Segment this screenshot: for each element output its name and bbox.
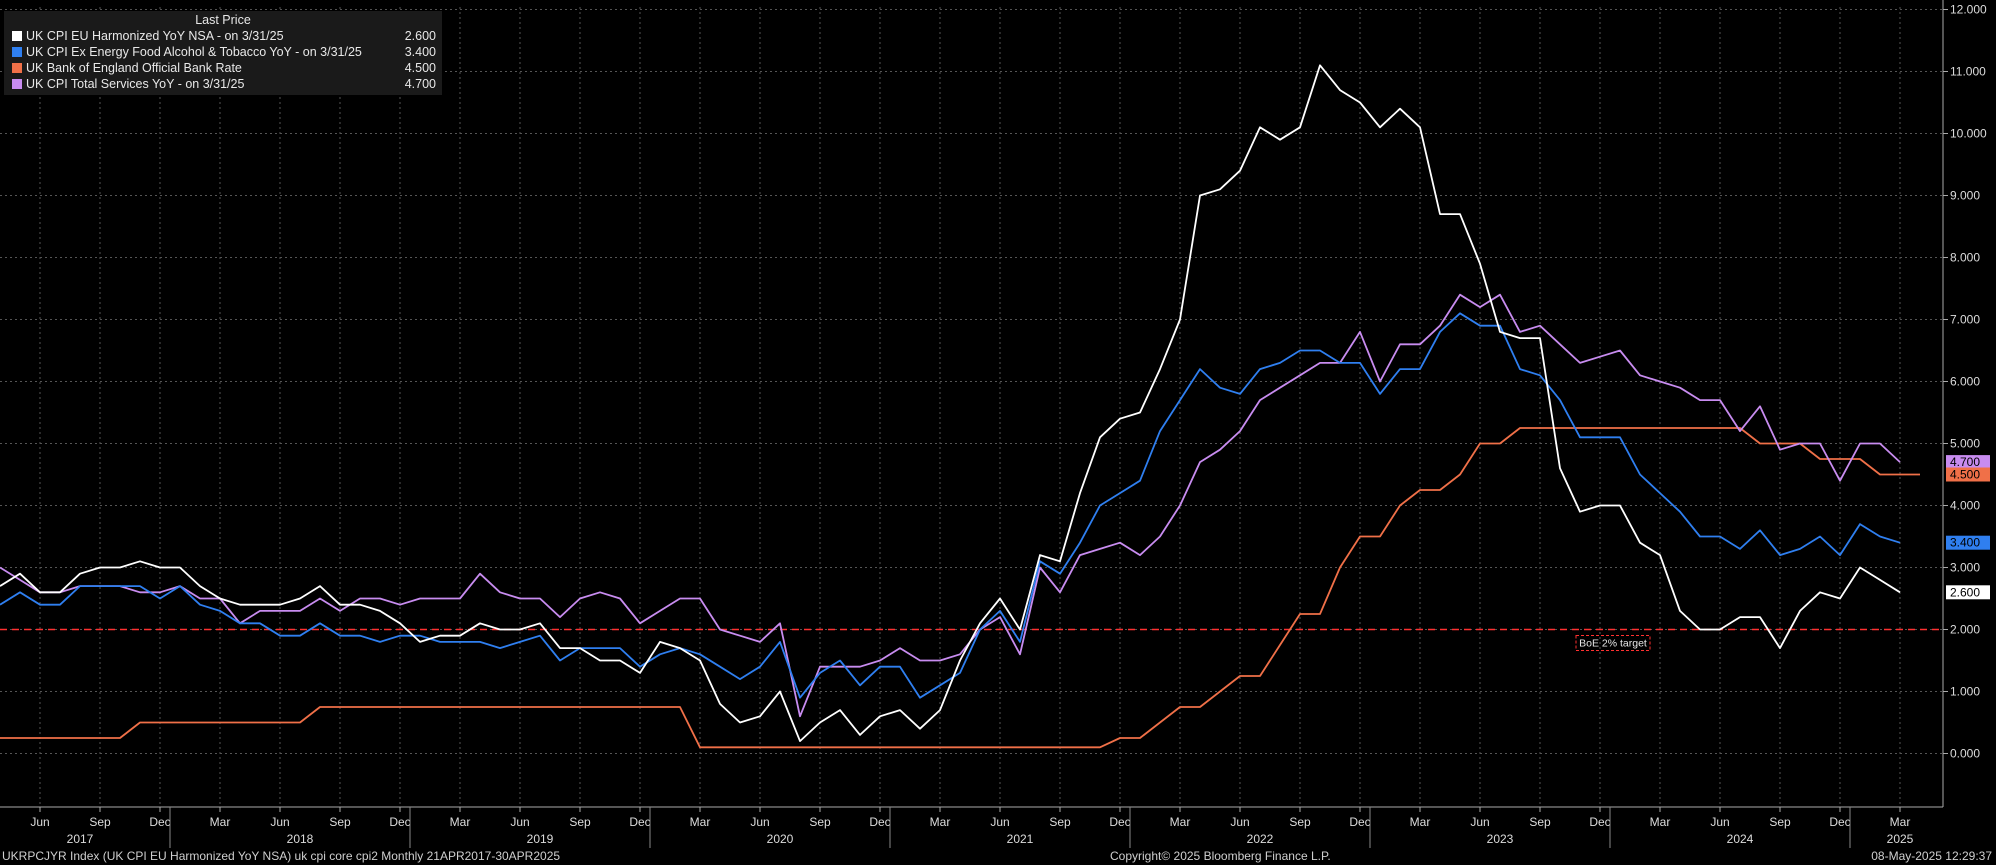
legend-swatch (12, 31, 22, 41)
y-tick-label: 1.000 (1950, 685, 1980, 699)
x-tick-label: Dec (869, 815, 890, 829)
footer-ticker-description: UKRPCJYR Index (UK CPI EU Harmonized YoY… (2, 849, 561, 863)
y-tick-label: 11.000 (1950, 65, 1986, 79)
legend-swatch (12, 79, 22, 89)
reference-label: BoE 2% target (1579, 638, 1647, 650)
x-tick-label: Jun (30, 815, 49, 829)
legend-label: UK Bank of England Official Bank Rate (26, 61, 242, 75)
x-axis: Jun Sep Dec Mar Jun Sep Dec Mar Jun Sep Dec Mar Jun S… (0, 806, 1943, 848)
x-tick-label: Dec (1589, 815, 1610, 829)
x-tick-label: Jun (1230, 815, 1249, 829)
x-tick-label: Jun (990, 815, 1009, 829)
y-tick-label: 4.000 (1950, 499, 1980, 513)
x-year-label: 2025 (1887, 832, 1914, 846)
x-year-label: 2018 (287, 832, 314, 846)
legend-entry-bank-rate: UK Bank of England Official Bank Rate 4.… (4, 60, 442, 76)
legend-value: 3.400 (404, 45, 436, 59)
x-tick-label: Mar (1170, 815, 1191, 829)
legend-entry-hicp: UK CPI EU Harmonized YoY NSA - on 3/31/2… (4, 28, 442, 44)
series-line-hicp (0, 64, 1901, 742)
y-tick-label: 7.000 (1950, 313, 1980, 327)
series-line-bank-rate (0, 427, 1920, 749)
x-tick-label: Mar (210, 815, 231, 829)
series-lines (0, 64, 1920, 749)
footer-copyright: Copyright© 2025 Bloomberg Finance L.P. (1110, 849, 1331, 863)
x-tick-label: Jun (1470, 815, 1489, 829)
x-tick-label: Dec (1109, 815, 1130, 829)
x-tick-label: Mar (1650, 815, 1671, 829)
x-tick-label: Sep (329, 815, 351, 829)
series-line-services (0, 293, 1901, 718)
x-tick-label: Mar (450, 815, 471, 829)
last-label-hicp-box (1946, 585, 1990, 600)
x-tick-label: Sep (1529, 815, 1551, 829)
x-year-label: 2022 (1247, 832, 1274, 846)
x-tick-label: Dec (1349, 815, 1370, 829)
x-year-label: 2024 (1727, 832, 1754, 846)
legend-label: UK CPI Total Services YoY - on 3/31/25 (26, 77, 245, 91)
x-tick-label: Sep (89, 815, 111, 829)
y-tick-label: 12.000 (1950, 3, 1987, 17)
reference-label-box (1575, 635, 1651, 651)
y-tick-label: 0.000 (1950, 747, 1980, 761)
x-tick-label: Sep (1769, 815, 1791, 829)
x-year-label: 2023 (1487, 832, 1514, 846)
x-tick-label: Dec (389, 815, 410, 829)
x-tick-label: Jun (510, 815, 529, 829)
x-tick-label: Jun (1710, 815, 1729, 829)
reference-line-group: BoE 2% target (0, 628, 1943, 651)
y-tick-label: 8.000 (1950, 251, 1980, 265)
x-tick-label: Sep (1049, 815, 1071, 829)
x-tick-label: Mar (690, 815, 711, 829)
footer-timestamp: 08-May-2025 12:29:37 (1871, 849, 1992, 863)
x-tick-label: Sep (809, 815, 831, 829)
y-tick-label: 5.000 (1950, 437, 1980, 451)
x-tick-label: Jun (750, 815, 769, 829)
legend-value: 4.700 (404, 77, 436, 91)
y-tick-label: 3.000 (1950, 561, 1980, 575)
legend-value: 2.600 (404, 29, 436, 43)
y-tick-label: 10.000 (1950, 127, 1987, 141)
x-year-label: 2020 (767, 832, 794, 846)
x-year-label: 2019 (527, 832, 554, 846)
x-year-label: 2017 (67, 832, 94, 846)
legend-entry-services: UK CPI Total Services YoY - on 3/31/25 4… (4, 76, 442, 92)
x-tick-label: Dec (629, 815, 650, 829)
x-tick-label: Sep (569, 815, 591, 829)
x-tick-label: Mar (1410, 815, 1431, 829)
last-label-services-box (1946, 455, 1990, 470)
legend-swatch (12, 63, 22, 73)
last-label-core-box (1946, 535, 1990, 550)
x-tick-label: Dec (149, 815, 170, 829)
legend-title: Last Price (195, 13, 251, 27)
legend-entry-core: UK CPI Ex Energy Food Alcohol & Tobacco … (4, 44, 442, 60)
x-tick-label: Sep (1289, 815, 1311, 829)
y-tick-label: 2.000 (1950, 623, 1980, 637)
x-tick-label: Mar (930, 815, 951, 829)
legend-label: UK CPI Ex Energy Food Alcohol & Tobacco … (26, 45, 362, 59)
series-line-core (0, 312, 1901, 699)
last-label-core: 3.400 (1950, 536, 1980, 550)
last-label-hicp: 2.600 (1950, 585, 1980, 599)
legend-label: UK CPI EU Harmonized YoY NSA - on 3/31/2… (26, 29, 284, 43)
last-label-bank-rate: 4.500 (1950, 468, 1980, 482)
last-label-services: 4.700 (1950, 455, 1980, 469)
x-tick-label: Jun (270, 815, 289, 829)
legend-swatch (12, 47, 22, 57)
last-label-bank-rate-box (1946, 467, 1990, 482)
legend-value: 4.500 (404, 61, 436, 75)
y-tick-label: 6.000 (1950, 375, 1980, 389)
legend: Last Price UK CPI EU Harmonized YoY NSA … (4, 11, 442, 95)
x-tick-label: Dec (1829, 815, 1850, 829)
x-year-label: 2021 (1007, 832, 1034, 846)
x-tick-label: Mar (1890, 815, 1911, 829)
y-axis: 0.000 1.000 2.000 3.000 4.000 5.000 6.000 7.000… (1942, 0, 1987, 807)
grid-lines (0, 7, 1943, 807)
y-tick-label: 9.000 (1950, 189, 1980, 203)
